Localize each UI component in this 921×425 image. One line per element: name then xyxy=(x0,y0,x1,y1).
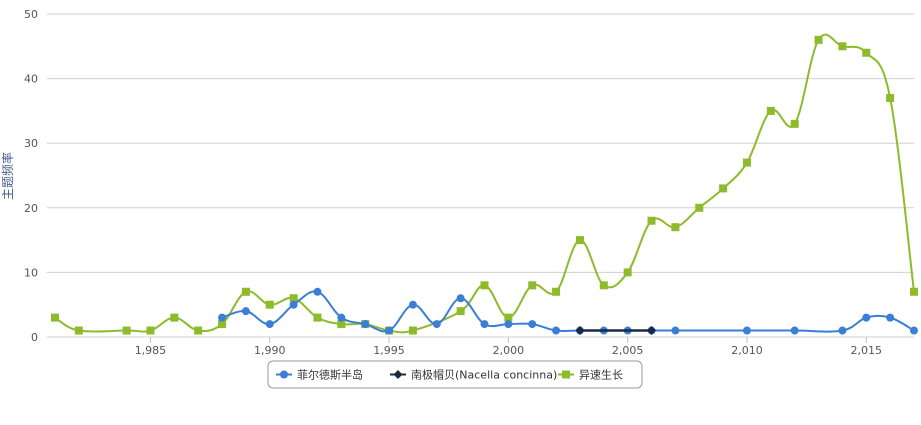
data-point[interactable] xyxy=(838,326,847,335)
data-point[interactable] xyxy=(552,287,561,296)
data-point[interactable] xyxy=(671,326,680,335)
data-point[interactable] xyxy=(862,313,871,322)
data-point[interactable] xyxy=(528,320,537,329)
data-point[interactable] xyxy=(408,326,417,335)
legend-marker xyxy=(393,370,403,379)
legend-label: 异速生长 xyxy=(579,368,623,382)
data-point[interactable] xyxy=(647,216,656,225)
y-axis-label: 主题频率 xyxy=(0,152,15,200)
data-point[interactable] xyxy=(408,300,417,309)
data-point[interactable] xyxy=(575,326,585,336)
data-point[interactable] xyxy=(504,313,513,322)
data-point[interactable] xyxy=(886,313,895,322)
data-point[interactable] xyxy=(599,281,608,290)
y-tick-label: 20 xyxy=(24,202,38,215)
data-point[interactable] xyxy=(313,287,322,296)
y-tick-label: 40 xyxy=(24,73,38,86)
series-2 xyxy=(51,33,918,335)
data-point[interactable] xyxy=(886,93,895,102)
data-point[interactable] xyxy=(265,320,274,329)
data-point[interactable] xyxy=(528,281,537,290)
axes: 0 10 20 30 40 50 1,985 1,990 1,995 2,000 2,005 2,01… xyxy=(24,8,882,357)
data-point[interactable] xyxy=(742,326,751,335)
legend-marker xyxy=(280,370,288,379)
data-point[interactable] xyxy=(552,326,561,335)
data-point[interactable] xyxy=(194,326,203,335)
legend-item[interactable]: 异速生长 xyxy=(558,368,623,382)
data-point[interactable] xyxy=(337,320,346,329)
data-point[interactable] xyxy=(146,326,155,335)
data-point[interactable] xyxy=(289,294,298,303)
data-point[interactable] xyxy=(289,300,298,309)
data-point[interactable] xyxy=(623,268,632,277)
x-tick-label: 2,000 xyxy=(493,344,525,357)
series-line xyxy=(221,290,915,333)
x-tick-label: 2,005 xyxy=(612,344,644,357)
data-point[interactable] xyxy=(337,313,346,322)
data-point[interactable] xyxy=(838,42,847,51)
x-tick-label: 1,985 xyxy=(135,344,167,357)
data-point[interactable] xyxy=(241,287,250,296)
legend-label: 南极帽贝(Nacella concinna) xyxy=(411,368,557,382)
series-1 xyxy=(575,326,657,336)
y-tick-label: 50 xyxy=(24,8,38,21)
legend-item[interactable]: 南极帽贝(Nacella concinna) xyxy=(390,368,557,382)
data-point[interactable] xyxy=(456,294,465,303)
x-tick-label: 2,015 xyxy=(851,344,883,357)
series xyxy=(51,33,918,336)
data-point[interactable] xyxy=(480,320,489,329)
y-tick-label: 0 xyxy=(31,331,38,344)
data-point[interactable] xyxy=(74,326,83,335)
series-0 xyxy=(218,287,918,335)
data-point[interactable] xyxy=(671,223,680,232)
data-point[interactable] xyxy=(480,281,489,290)
data-point[interactable] xyxy=(265,300,274,309)
legend[interactable]: 菲尔德斯半岛 南极帽贝(Nacella concinna) 异速生长 xyxy=(267,360,643,389)
data-point[interactable] xyxy=(790,326,799,335)
legend-label: 菲尔德斯半岛 xyxy=(297,368,363,382)
data-point[interactable] xyxy=(218,313,227,322)
data-point[interactable] xyxy=(432,320,441,329)
data-point[interactable] xyxy=(241,307,250,316)
data-point[interactable] xyxy=(766,106,775,115)
legend-box xyxy=(267,360,643,389)
data-point[interactable] xyxy=(313,313,322,322)
data-point[interactable] xyxy=(575,236,584,245)
data-point[interactable] xyxy=(814,35,823,44)
data-point[interactable] xyxy=(170,313,179,322)
data-point[interactable] xyxy=(862,48,871,57)
x-tick-label: 1,995 xyxy=(373,344,405,357)
data-point[interactable] xyxy=(385,326,394,335)
data-point[interactable] xyxy=(695,203,704,212)
data-point[interactable] xyxy=(647,326,657,336)
data-point[interactable] xyxy=(504,320,513,329)
y-tick-label: 30 xyxy=(24,137,38,150)
x-tick-label: 1,990 xyxy=(254,344,286,357)
legend-item[interactable]: 菲尔德斯半岛 xyxy=(276,368,363,382)
data-point[interactable] xyxy=(910,287,918,296)
data-point[interactable] xyxy=(742,158,751,167)
data-point[interactable] xyxy=(361,320,370,329)
grid xyxy=(47,13,914,338)
data-point[interactable] xyxy=(51,313,59,322)
data-point[interactable] xyxy=(719,184,728,193)
legend-marker xyxy=(562,370,570,379)
data-point[interactable] xyxy=(122,326,131,335)
y-tick-label: 10 xyxy=(24,266,38,279)
data-point[interactable] xyxy=(910,326,918,335)
data-point[interactable] xyxy=(218,320,227,329)
data-point[interactable] xyxy=(790,119,799,128)
data-point[interactable] xyxy=(456,307,465,316)
x-tick-label: 2,010 xyxy=(731,344,763,357)
